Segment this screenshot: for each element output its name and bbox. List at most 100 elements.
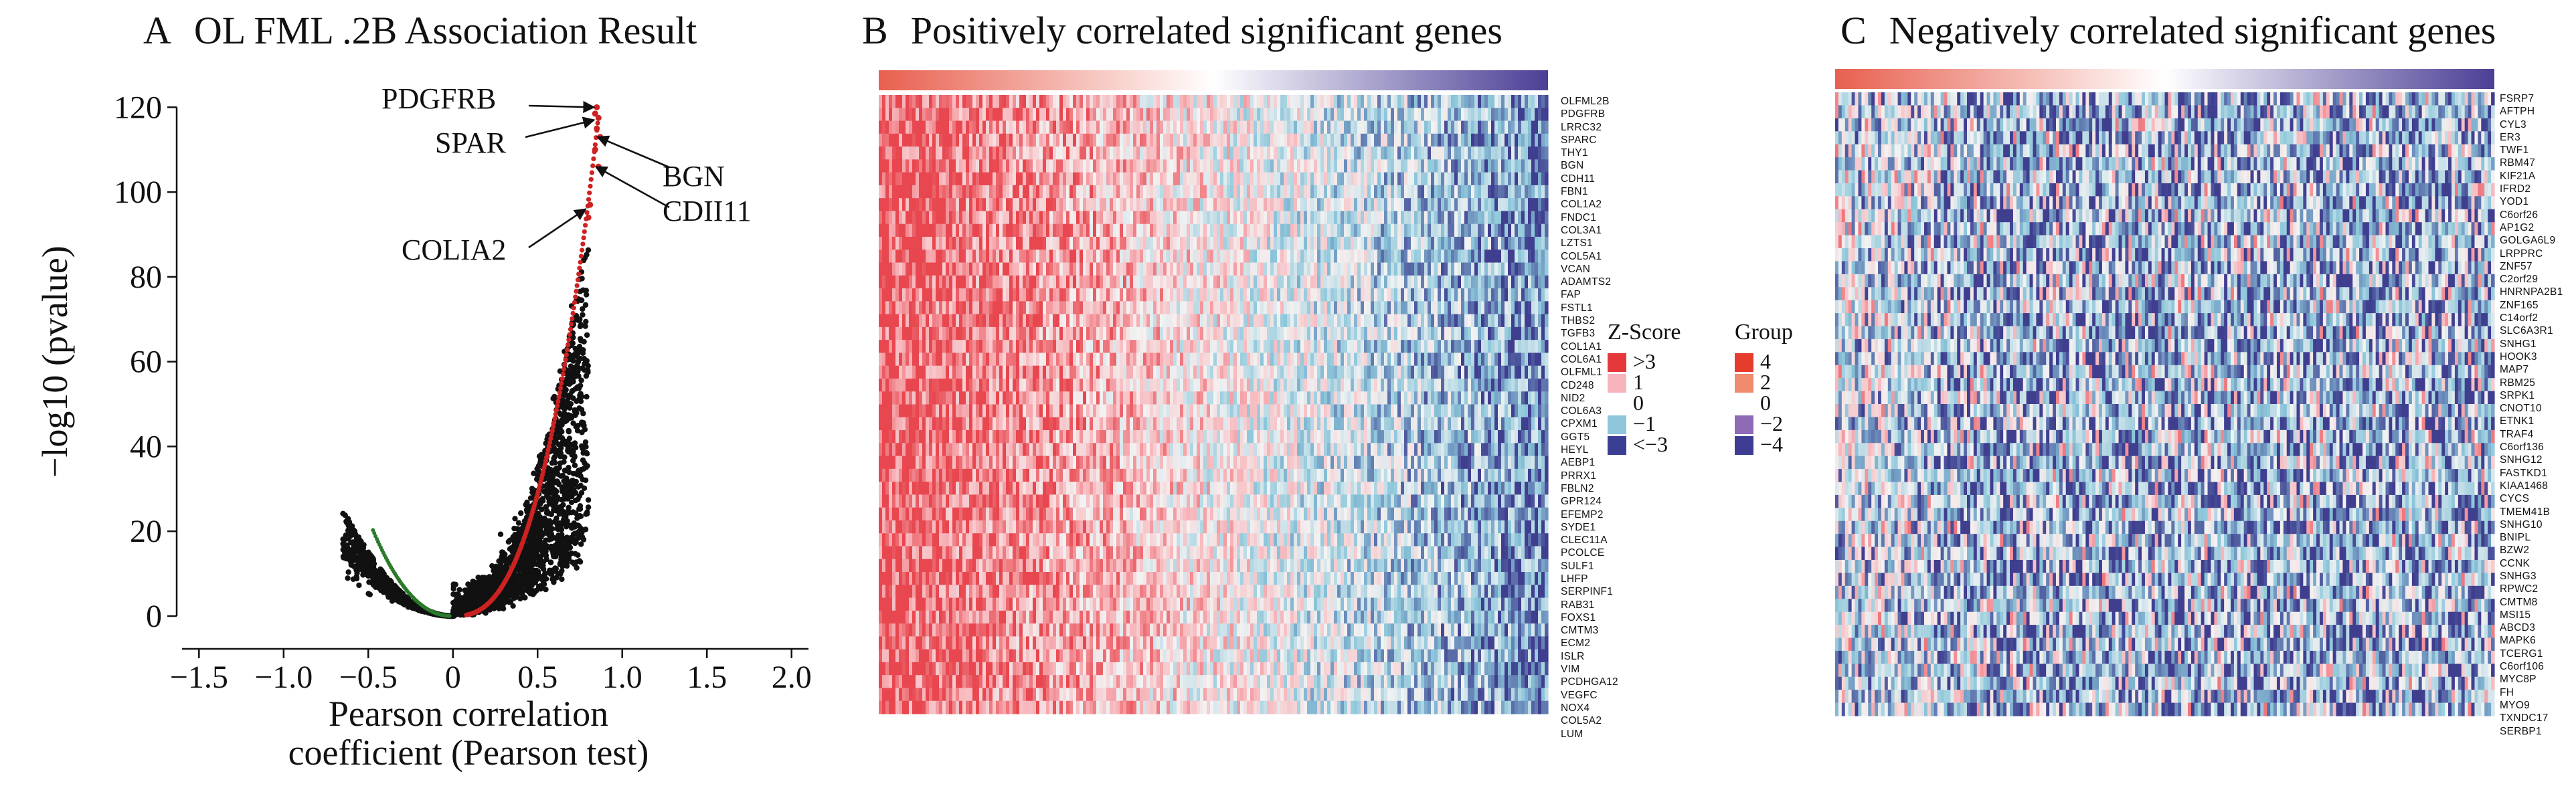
heatmap-cell — [942, 585, 946, 599]
heatmap-cell — [1006, 417, 1010, 431]
heatmap-cell — [885, 120, 889, 134]
positive-point — [576, 272, 582, 277]
volcano-point — [345, 569, 351, 575]
heatmap-cell — [899, 443, 903, 457]
heatmap-cell — [912, 533, 916, 547]
heatmap-cell — [885, 275, 889, 289]
volcano-point — [582, 302, 589, 308]
volcano-point — [557, 571, 564, 577]
heatmap-cell — [946, 108, 950, 122]
heatmap-cell — [929, 340, 933, 354]
positive-point — [560, 376, 565, 381]
heatmap-cell — [939, 533, 943, 547]
heatmap-cell — [1016, 301, 1020, 315]
heatmap-cell — [922, 585, 926, 599]
heatmap-cell — [936, 559, 940, 573]
heatmap-cell — [882, 468, 886, 482]
heatmap-cell — [879, 610, 883, 624]
heatmap-cell — [1006, 468, 1010, 482]
heatmap-cell — [892, 417, 896, 431]
heatmap-cell — [966, 482, 970, 495]
heatmap-cell — [1006, 559, 1010, 573]
heatmap-cell — [936, 585, 940, 599]
volcano-point — [564, 563, 570, 569]
heatmap-cell — [912, 636, 916, 650]
heatmap-cell — [956, 236, 960, 250]
annotation-label: PDGFRB — [381, 82, 496, 115]
heatmap-cell — [906, 623, 910, 637]
heatmap-cell — [989, 314, 993, 328]
heatmap-cell — [969, 326, 973, 340]
heatmap-cell — [939, 572, 943, 585]
heatmap-cell — [919, 688, 923, 702]
heatmap-cell — [882, 559, 886, 573]
heatmap-cell — [895, 146, 899, 160]
heatmap-cell — [926, 198, 930, 212]
heatmap-cell — [936, 417, 940, 431]
heatmap-cell — [986, 275, 990, 289]
x-tick-label: 1.0 — [602, 660, 642, 695]
heatmap-cell — [1003, 198, 1007, 212]
heatmap-cell — [979, 662, 983, 676]
heatmap-cell — [976, 430, 980, 444]
heatmap-cell — [936, 700, 940, 714]
heatmap-cell — [895, 95, 899, 108]
volcano-point — [580, 419, 586, 426]
heatmap-cell — [1016, 288, 1020, 302]
volcano-point — [566, 464, 572, 471]
heatmap-cell — [1016, 520, 1020, 534]
heatmap-cell — [942, 172, 946, 186]
heatmap-cell — [922, 391, 926, 405]
heatmap-cell — [926, 533, 930, 547]
positive-point — [563, 357, 568, 363]
heatmap-cell — [952, 133, 956, 147]
heatmap-cell — [999, 288, 1003, 302]
heatmap-cell — [932, 159, 936, 173]
volcano-point — [464, 587, 470, 593]
heatmap-cell — [922, 688, 926, 702]
heatmap-cell — [885, 146, 889, 160]
heatmap-cell — [909, 572, 913, 585]
heatmap-cell — [885, 559, 889, 573]
volcano-point — [580, 306, 586, 312]
heatmap-cell — [976, 533, 980, 547]
annotation-arrow — [594, 165, 670, 209]
heatmap-cell — [939, 700, 943, 714]
heatmap-cell — [909, 236, 913, 250]
volcano-point — [553, 466, 559, 472]
heatmap-cell — [949, 417, 953, 431]
heatmap-cell — [909, 133, 913, 147]
heatmap-cell — [882, 546, 886, 560]
heatmap-cell — [1006, 95, 1010, 108]
heatmap-cell — [986, 507, 990, 521]
heatmap-cell — [916, 468, 920, 482]
heatmap-cell — [895, 250, 899, 264]
heatmap-cell — [885, 301, 889, 315]
heatmap-cell — [932, 585, 936, 599]
heatmap-cell — [936, 301, 940, 315]
heatmap-cell — [993, 610, 997, 624]
heatmap-cell — [996, 391, 1000, 405]
heatmap-cell — [966, 546, 970, 560]
heatmap-cell — [976, 223, 980, 237]
heatmap-cell — [912, 688, 916, 702]
heatmap-cell — [919, 623, 923, 637]
heatmap-cell — [906, 391, 910, 405]
positive-point — [553, 411, 558, 417]
heatmap-cell — [916, 675, 920, 689]
heatmap-cell — [885, 133, 889, 147]
heatmap-cell — [895, 533, 899, 547]
heatmap-cell — [956, 623, 960, 637]
volcano-point — [564, 486, 570, 492]
heatmap-cell — [1006, 262, 1010, 276]
heatmap-cell — [979, 649, 983, 663]
volcano-point — [577, 559, 584, 565]
heatmap-cell — [946, 314, 950, 328]
heatmap-cell — [932, 597, 936, 611]
heatmap-cell — [922, 456, 926, 470]
heatmap-cell — [885, 610, 889, 624]
heatmap-cell — [996, 133, 1000, 147]
heatmap-cell — [949, 636, 953, 650]
heatmap-cell — [909, 365, 913, 379]
heatmap-cell — [936, 314, 940, 328]
